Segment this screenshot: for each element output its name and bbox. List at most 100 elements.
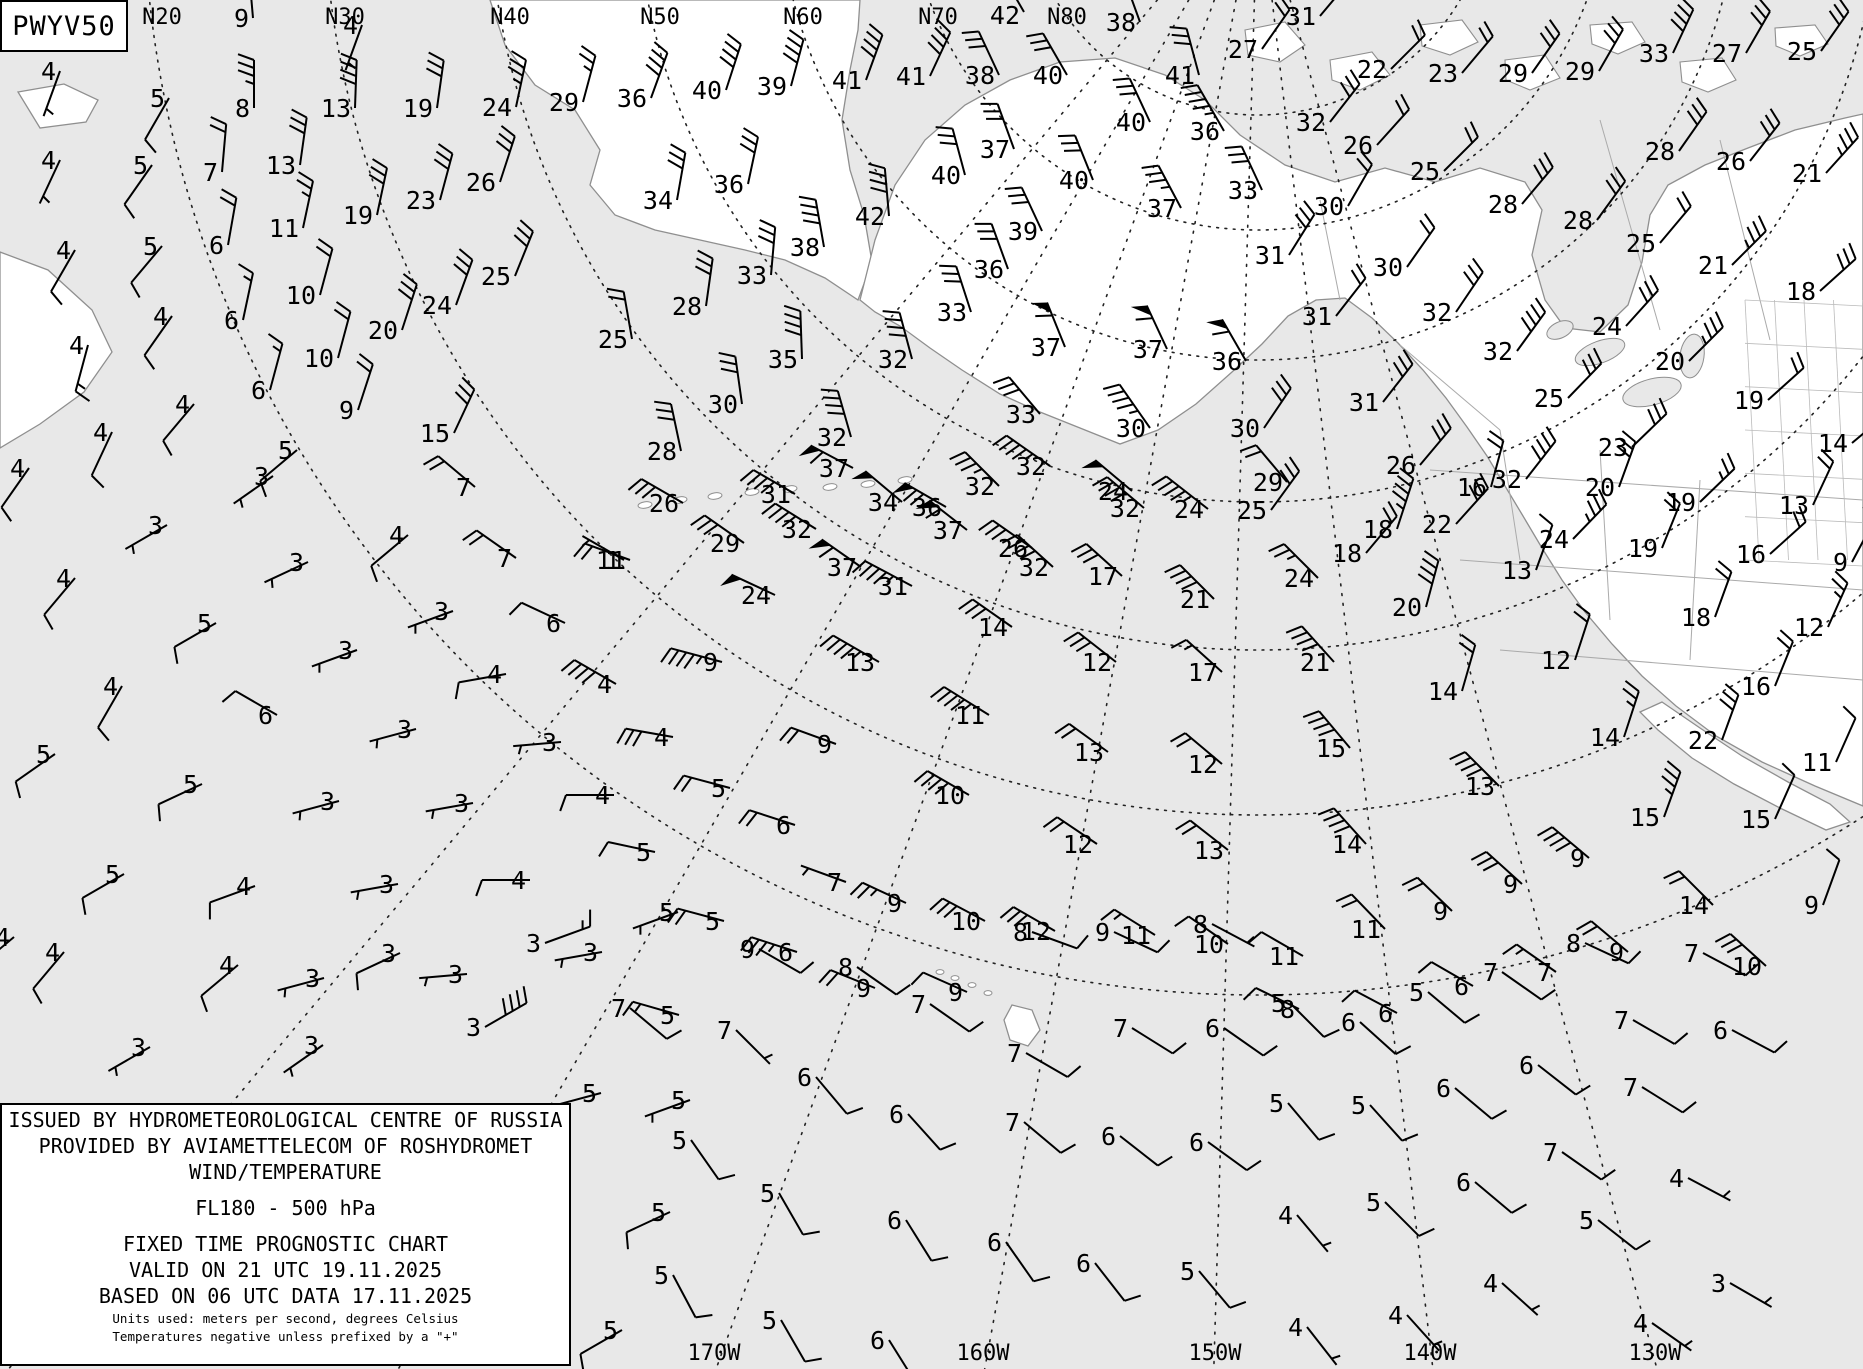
wind-barb-full <box>1530 303 1542 320</box>
temperature-value: 41 <box>1165 61 1195 90</box>
wind-barb-half <box>1718 471 1724 481</box>
wind-barb-full <box>800 203 818 209</box>
temperature-value: 4 <box>236 872 251 901</box>
station: 3 <box>466 986 528 1042</box>
wind-barb-full <box>1624 680 1640 693</box>
wind-barb-full <box>1092 476 1108 487</box>
wind-barb-shaft <box>1296 1214 1329 1253</box>
hawaii-island <box>967 982 977 988</box>
temperature-value: 16 <box>1736 540 1766 569</box>
temperature-value: 16 <box>1457 473 1487 502</box>
wind-barb-full <box>580 45 596 57</box>
temperature-value: 7 <box>1005 1108 1020 1137</box>
wind-barb-shaft <box>458 673 507 684</box>
wind-barb-full <box>927 778 942 791</box>
wind-barb-full <box>1834 570 1849 584</box>
temperature-value: 33 <box>737 261 767 290</box>
temperature-value: 6 <box>1519 1051 1534 1080</box>
station: 5 <box>259 436 298 498</box>
temperature-value: 4 <box>0 923 10 952</box>
temperature-value: 24 <box>1098 477 1128 506</box>
station: 13 <box>1779 448 1835 520</box>
wind-barb-half <box>131 544 135 555</box>
temperature-value: 25 <box>1534 384 1564 413</box>
wind-barb-shaft <box>1119 1135 1159 1167</box>
wind-barb-full <box>1652 403 1662 420</box>
station: 10 <box>929 897 986 936</box>
station: 16 <box>1741 629 1794 701</box>
wind-barb-full <box>1054 722 1070 735</box>
station: 10 <box>1174 915 1229 959</box>
wind-barb-full <box>895 983 911 996</box>
wind-barb-full <box>741 135 757 146</box>
wind-barb-half <box>1183 644 1193 651</box>
wind-barb-full <box>1318 1133 1336 1141</box>
station: 5 <box>579 1316 623 1369</box>
temperature-value: 5 <box>705 907 720 936</box>
wind-barb-shaft <box>751 936 798 953</box>
wind-barb-full <box>210 116 227 126</box>
wind-barb-full <box>1483 21 1494 37</box>
wind-barb-shaft <box>1085 543 1123 577</box>
wind-barb-shaft <box>1118 384 1151 429</box>
wind-barb-full <box>1543 831 1559 842</box>
wind-barb-full <box>209 124 226 134</box>
wind-barb-full <box>1100 908 1115 921</box>
wind-barb-full <box>1076 934 1089 950</box>
valid-time: VALID ON 21 UTC 19.11.2025 <box>128 1258 443 1282</box>
wind-barb-full <box>1843 127 1854 144</box>
wind-barb-shaft <box>1702 952 1746 977</box>
wind-barb-full <box>1030 39 1048 45</box>
wind-barb-shaft <box>815 1076 848 1115</box>
station: 5 <box>157 770 203 822</box>
wind-barb-full <box>1175 819 1191 831</box>
wind-barb-shaft <box>1537 1064 1577 1096</box>
wind-barb-full <box>1060 727 1077 739</box>
wind-barb-full <box>1533 164 1544 180</box>
wind-barb-full <box>866 567 881 581</box>
temperature-value: 5 <box>760 1179 775 1208</box>
wind-barb-half <box>270 578 274 588</box>
wind-barb-full <box>1691 103 1703 119</box>
wind-barb-full <box>1350 269 1362 286</box>
station: 20 <box>1585 430 1637 502</box>
station: 12 <box>1541 603 1591 675</box>
wind-barb-full <box>1116 403 1134 410</box>
station: 37 <box>980 102 1015 164</box>
wind-barb-full <box>335 301 351 313</box>
wind-barb-full <box>1317 807 1335 816</box>
wind-barb-shaft <box>821 538 862 568</box>
station: 9 <box>1804 848 1841 920</box>
temperature-value: 5 <box>582 1079 597 1108</box>
temperature-value: 3 <box>379 870 394 899</box>
wind-barb-half <box>1531 1304 1541 1311</box>
station: 24 <box>482 50 527 122</box>
station: 3 <box>311 636 358 673</box>
wind-barb-full <box>1798 505 1807 523</box>
temperature-value: 32 <box>1492 465 1522 494</box>
wind-barb-full <box>1575 1084 1591 1096</box>
wind-barb-full <box>696 519 712 531</box>
station: 18 <box>1681 560 1733 632</box>
wind-barb-shaft <box>1260 931 1304 957</box>
station: 4 <box>43 564 76 630</box>
wind-barb-full <box>818 969 832 984</box>
wind-barb-full <box>694 265 711 276</box>
wind-barb-full <box>1169 569 1187 579</box>
temperature-value: 13 <box>1779 491 1809 520</box>
wind-barb-full <box>423 455 439 466</box>
station: 42 <box>855 162 890 231</box>
latitude-label: N30 <box>325 5 365 30</box>
wind-barb-full <box>1726 452 1736 470</box>
wind-barb-half <box>272 345 281 353</box>
wind-barb-full <box>598 841 609 857</box>
station: 4 <box>90 418 113 489</box>
wind-barb-full <box>1070 542 1087 553</box>
wind-barb-full <box>960 462 977 472</box>
county-border <box>1744 472 1863 480</box>
station: 11 <box>1247 931 1304 971</box>
temperature-value: 8 <box>1193 910 1208 939</box>
station: 20 <box>1392 550 1440 622</box>
wind-barb-full <box>1449 751 1466 761</box>
wind-barb-pennant <box>851 471 874 480</box>
